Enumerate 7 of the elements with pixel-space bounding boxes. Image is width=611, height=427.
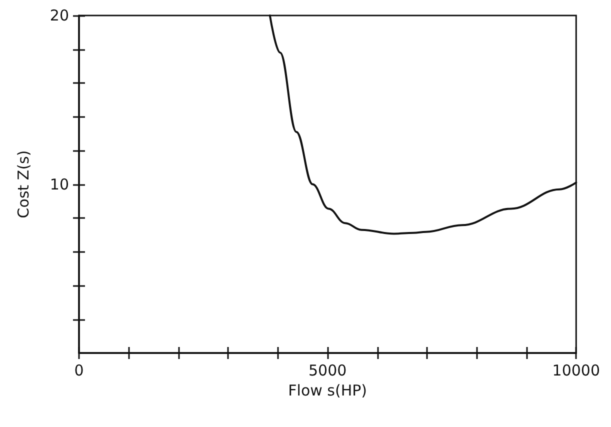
y-tick-label: 20 <box>50 6 69 24</box>
x-tick-label: 5000 <box>308 362 347 380</box>
x-tick-label: 10000 <box>552 362 600 380</box>
x-tick-label: 0 <box>74 362 84 380</box>
y-tick-label: 10 <box>50 175 69 194</box>
y-axis-title: Cost Z(s) <box>14 150 32 218</box>
x-axis-title: Flow s(HP) <box>288 382 367 400</box>
